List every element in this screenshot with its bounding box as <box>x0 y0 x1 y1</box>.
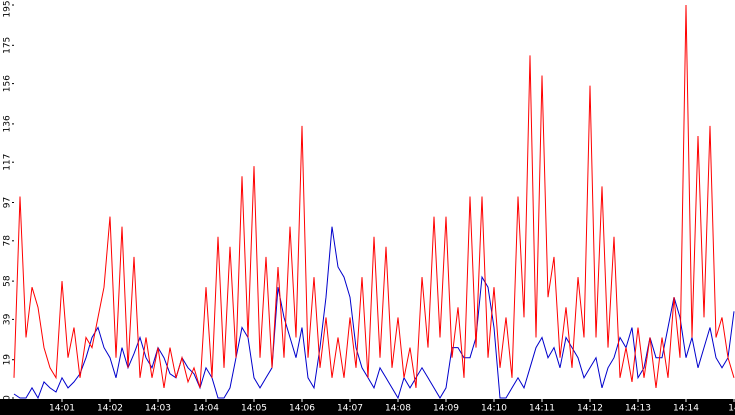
line-series <box>13 226 735 400</box>
x-tick-label: 14:05 <box>241 404 267 414</box>
y-tick-label: 117 <box>3 154 13 171</box>
x-tick-label: 14:07 <box>337 404 363 414</box>
x-tick-label: 14:03 <box>145 404 171 414</box>
x-tick-label: 14 <box>728 404 735 414</box>
y-tick-label: 0 <box>3 395 13 401</box>
x-tick-label: 14:04 <box>193 404 219 414</box>
x-axis-band <box>0 399 735 415</box>
x-tick-label: 14:06 <box>289 404 315 414</box>
x-tick-label: 14:02 <box>97 404 123 414</box>
x-tick-label: 14:01 <box>49 404 75 414</box>
x-tick-label: 14:12 <box>577 404 603 414</box>
line-series <box>13 4 735 389</box>
y-tick-label: 19 <box>3 354 13 366</box>
y-tick-label: 97 <box>3 197 13 208</box>
y-tick-label: 58 <box>3 275 13 287</box>
x-tick-label: 14:13 <box>625 404 651 414</box>
x-tick-label: 14:11 <box>529 404 555 414</box>
y-tick-label: 39 <box>3 313 13 325</box>
y-tick-label: 156 <box>3 75 13 92</box>
x-tick-label: 14:14 <box>673 404 699 414</box>
y-tick-label: 175 <box>3 37 13 54</box>
y-tick-label: 195 <box>3 0 13 17</box>
x-tick-label: 14:08 <box>385 404 411 414</box>
y-tick-label: 136 <box>3 115 13 132</box>
x-tick-label: 14:09 <box>433 404 459 414</box>
y-tick-label: 78 <box>3 235 13 247</box>
x-tick-label: 14:10 <box>481 404 507 414</box>
